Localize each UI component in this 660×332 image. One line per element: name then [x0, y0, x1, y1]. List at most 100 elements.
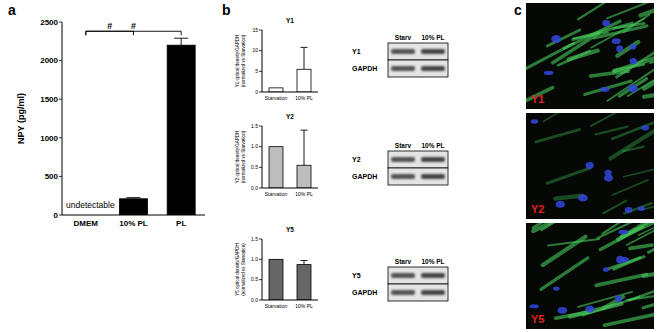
- x-tick-label: Starvation: [265, 191, 288, 197]
- y-axis: [62, 22, 63, 215]
- panel-label: b: [222, 2, 231, 18]
- y-tick: [259, 126, 262, 127]
- bar: [297, 265, 311, 300]
- y-axis-label: (normalized vs Starvation): [241, 243, 246, 296]
- y-axis-label: Y1 optical density/GAPDH: [235, 35, 240, 88]
- plot-area: [269, 47, 311, 92]
- blot-band: [391, 66, 415, 71]
- micrograph-label: Y1: [531, 93, 544, 105]
- blot-header: Starv: [395, 258, 412, 265]
- bracket-end: [181, 31, 182, 35]
- cell-body: [628, 67, 654, 96]
- nucleus: [629, 44, 636, 50]
- y-tick: [259, 239, 262, 240]
- blot-header: 10% PL: [421, 34, 444, 41]
- cell-body: [585, 81, 632, 95]
- y-tick-label: 0.0: [251, 297, 258, 303]
- y-tick: [259, 71, 262, 72]
- error-bar: [301, 47, 308, 69]
- blot-frame: [388, 168, 448, 185]
- bar: [120, 199, 148, 215]
- error-stem: [304, 130, 305, 165]
- x-tick-label: 10% PL: [295, 191, 313, 197]
- y-axis-label: Y5 optical density/GAPDH: [235, 243, 240, 296]
- nucleus: [586, 162, 594, 169]
- micrograph: Y5: [526, 202, 660, 329]
- x-tick-label: Starvation: [265, 95, 288, 101]
- cell-body: [648, 242, 654, 252]
- panel-label: c: [514, 2, 522, 18]
- blot-frame: [388, 60, 448, 77]
- y-tick-label: 10: [252, 47, 258, 53]
- y-tick: [259, 50, 262, 51]
- x-axis: [62, 215, 205, 216]
- x-tick-label: DMEM: [74, 219, 99, 228]
- cell-body: [547, 30, 580, 46]
- nucleus: [616, 45, 623, 52]
- y-tick-label: 1.0: [251, 256, 258, 262]
- cell-body: [542, 223, 572, 230]
- bracket-end: [133, 31, 134, 35]
- cell-body: [612, 115, 654, 139]
- y-tick: [259, 30, 262, 31]
- panel-label: a: [8, 2, 16, 18]
- blot-band: [421, 290, 445, 295]
- blot-row-label: GAPDH: [352, 65, 377, 72]
- micrograph-label: Y2: [531, 203, 544, 215]
- blot-frame: [388, 151, 448, 168]
- y-axis: [262, 239, 263, 300]
- y-axis: [262, 126, 263, 188]
- cell-body: [644, 269, 654, 276]
- chart-title: Y2: [286, 113, 294, 120]
- y-tick-label: 0: [255, 89, 258, 95]
- y-axis-label: Y2 optical density/GAPDH: [235, 131, 240, 184]
- nucleus: [551, 35, 561, 43]
- y-tick-label: 1.5: [251, 236, 258, 242]
- blot-row-label: Y1: [352, 48, 361, 55]
- blot-band: [391, 49, 415, 54]
- cell-body: [548, 239, 599, 245]
- significance-bracket: [86, 31, 181, 35]
- cell-body: [591, 113, 632, 126]
- nucleus: [544, 71, 554, 75]
- y-tick: [259, 146, 262, 147]
- error-cap: [301, 130, 308, 131]
- error-cap: [301, 47, 308, 48]
- significance-label: #: [131, 21, 136, 31]
- nucleus: [630, 58, 637, 64]
- cell-body: [543, 113, 563, 122]
- cell-body: [643, 193, 654, 209]
- blot-row-label: Y2: [352, 156, 361, 163]
- western-blot: Starv10% PLY5GAPDH: [352, 258, 448, 301]
- y-tick: [259, 167, 262, 168]
- cell-body: [609, 257, 644, 269]
- chart-3: 0.00.51.01.5Starvation10% PLY5 optical d…: [235, 226, 318, 309]
- blot-band: [391, 157, 415, 162]
- western-blot: Starv10% PLY1GAPDH: [352, 34, 448, 77]
- blot-band: [391, 174, 415, 179]
- nucleus: [615, 295, 622, 302]
- blot-band: [391, 273, 415, 278]
- blot-frame: [388, 284, 448, 301]
- nucleus: [531, 119, 539, 123]
- x-tick-label: 10% PL: [295, 95, 313, 101]
- y-axis-label: NPY (pg/ml): [16, 93, 26, 144]
- x-tick-label: 10% PL: [119, 219, 148, 228]
- nucleus: [558, 307, 567, 314]
- x-axis: [262, 92, 318, 93]
- blot-frame: [388, 267, 448, 284]
- cell-body: [591, 71, 629, 76]
- blot-band: [421, 174, 445, 179]
- y-tick-label: 0: [54, 211, 59, 220]
- micrograph-content: [526, 3, 654, 109]
- micrograph-bg: [526, 223, 654, 329]
- cell-body: [610, 129, 654, 158]
- cell-body: [630, 245, 652, 248]
- error-bar: [301, 261, 308, 265]
- y-tick-label: 5: [255, 68, 258, 74]
- chart-title: Y1: [286, 17, 294, 24]
- y-tick-label: 2000: [40, 56, 58, 65]
- error-bar: [174, 38, 188, 45]
- nucleus: [600, 87, 610, 92]
- blot-band: [421, 49, 445, 54]
